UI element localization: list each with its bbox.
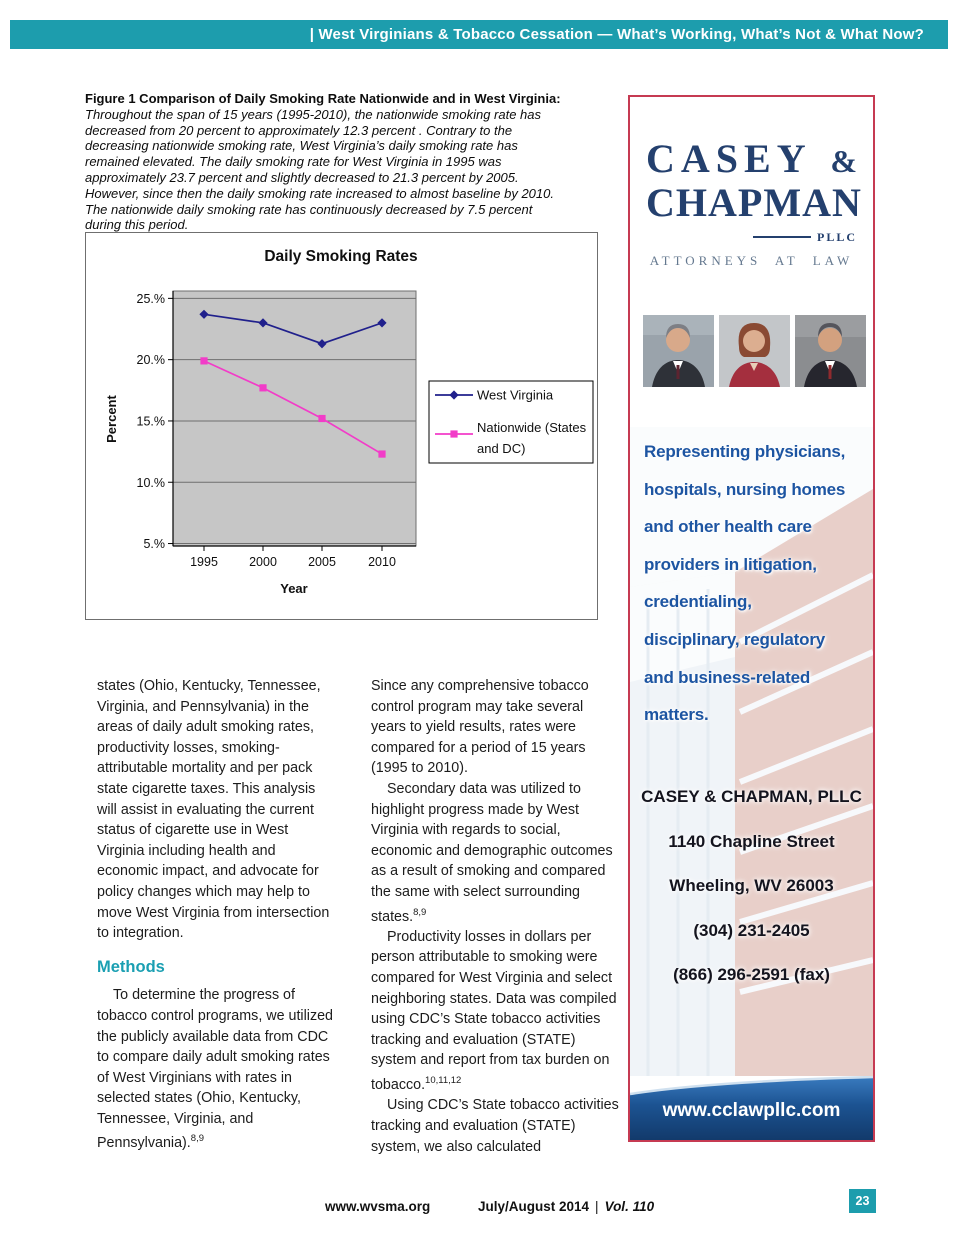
footer-website: www.wvsma.org: [325, 1199, 431, 1214]
chart-title: Daily Smoking Rates: [264, 248, 417, 265]
methods-heading: Methods: [97, 957, 165, 976]
svg-text:5.%: 5.%: [143, 537, 165, 551]
website-band-curve: [630, 1076, 873, 1096]
figure-caption-body: Throughout the span of 15 years (1995-20…: [85, 106, 554, 233]
logo-pllc-text: PLLC: [816, 229, 857, 244]
article-column-2: Since any comprehensive tobacco control …: [371, 676, 621, 1157]
ad-pitch-line: hospitals, nursing homes: [644, 479, 846, 499]
ad-pitch-line: matters.: [644, 705, 709, 725]
paragraph: Since any comprehensive tobacco control …: [371, 678, 589, 777]
citation-superscript: 8,9: [190, 1133, 204, 1145]
svg-text:2000: 2000: [249, 555, 277, 569]
svg-text:1995: 1995: [190, 555, 218, 569]
svg-text:10.%: 10.%: [137, 476, 166, 490]
footer-volume: Vol. 110: [604, 1199, 655, 1214]
ad-pitch-line: credentialing,: [644, 592, 752, 612]
footer-separator: |: [595, 1199, 599, 1214]
paragraph: Productivity losses in dollars per perso…: [371, 927, 621, 1096]
ad-website-url: www.cclawpllc.com: [662, 1100, 841, 1121]
ad-contact-line: CASEY & CHAPMAN, PLLC: [641, 787, 862, 806]
ad-contact-line: Wheeling, WV 26003: [669, 876, 834, 895]
ad-pitch-line: and other health care: [644, 517, 812, 537]
page-number-badge: 23: [849, 1189, 876, 1213]
paragraph-text: To determine the progress of tobacco con…: [97, 987, 334, 1152]
chart-y-axis-label: Percent: [104, 394, 119, 442]
ad-pitch-text: Representing physicians, hospitals, nursi…: [644, 433, 867, 734]
article-header-bar: | West Virginians & Tobacco Cessation — …: [10, 20, 948, 49]
figure-caption: Figure 1 Comparison of Daily Smoking Rat…: [85, 91, 571, 233]
footer-issue-info: July/August 2014 | Vol. 110: [478, 1199, 654, 1214]
paragraph: Using CDC’s State tobacco activities tra…: [371, 1097, 619, 1155]
ad-pitch-line: and business-related: [644, 667, 811, 687]
article-column-1: states (Ohio, Kentucky, Tennessee, Virgi…: [97, 676, 337, 1154]
logo-casey-text: CASEY: [646, 136, 812, 181]
paragraph-text: Secondary data was utilized to highlight…: [371, 780, 613, 925]
chart-x-axis-label: Year: [280, 581, 307, 596]
svg-text:25.%: 25.%: [137, 292, 166, 306]
ad-contact-line: 1140 Chapline Street: [668, 831, 835, 851]
svg-text:Nationwide (States: Nationwide (States: [477, 420, 587, 435]
chart-canvas: Daily Smoking Rates Percent Year 25.% 20.…: [104, 248, 594, 596]
logo-pllc-row: PLLC: [646, 229, 857, 245]
law-firm-logo: CASEY & CHAPMAN PLLC ATTORNEYS AT LAW: [646, 137, 862, 269]
paragraph-text: Productivity losses in dollars per perso…: [371, 928, 617, 1093]
svg-text:15.%: 15.%: [137, 414, 166, 428]
attorney-photos-row: [643, 315, 866, 387]
svg-text:2005: 2005: [308, 555, 336, 569]
ad-contact-line: (304) 231-2405: [693, 920, 810, 940]
attorney-photo-2: [719, 315, 790, 387]
paragraph: To determine the progress of tobacco con…: [97, 985, 337, 1154]
ad-pitch-line: providers in litigation,: [644, 554, 817, 574]
figure-caption-title: Figure 1 Comparison of Daily Smoking Rat…: [85, 91, 561, 106]
ad-contact-block: CASEY & CHAPMAN, PLLC 1140 Chapline Stree…: [630, 775, 873, 998]
citation-superscript: 10,11,12: [425, 1075, 462, 1087]
ad-pitch-line: Representing physicians,: [644, 442, 846, 461]
footer-issue-date: July/August 2014: [478, 1199, 590, 1214]
logo-ampersand: &: [830, 143, 857, 179]
svg-text:20.%: 20.%: [137, 353, 166, 367]
attorney-photo-1: [643, 315, 714, 387]
paragraph: Secondary data was utilized to highlight…: [371, 779, 621, 927]
svg-text:West Virginia: West Virginia: [477, 388, 554, 403]
article-title: | West Virginians & Tobacco Cessation — …: [309, 26, 924, 43]
ad-contact-line: (866) 296-2591 (fax): [673, 965, 830, 984]
building-photo-background: [630, 427, 873, 1076]
attorney-photo-3: [795, 315, 866, 387]
svg-text:and DC): and DC): [477, 441, 525, 456]
logo-line-1: CASEY &: [646, 137, 857, 183]
smoking-rates-chart: Daily Smoking Rates Percent Year 25.% 20.…: [85, 232, 598, 620]
paragraph: states (Ohio, Kentucky, Tennessee, Virgi…: [97, 678, 330, 942]
logo-tagline: ATTORNEYS AT LAW: [649, 253, 854, 268]
logo-rule: [752, 236, 811, 238]
svg-text:2010: 2010: [368, 555, 396, 569]
ad-pitch-line: disciplinary, regulatory: [644, 629, 825, 649]
logo-chapman-text: CHAPMAN: [646, 180, 862, 225]
casey-chapman-advertisement: CASEY & CHAPMAN PLLC ATTORNEYS AT LAW: [628, 95, 875, 1142]
citation-superscript: 8,9: [413, 906, 427, 918]
ad-website-band: www.cclawpllc.com: [630, 1076, 873, 1140]
